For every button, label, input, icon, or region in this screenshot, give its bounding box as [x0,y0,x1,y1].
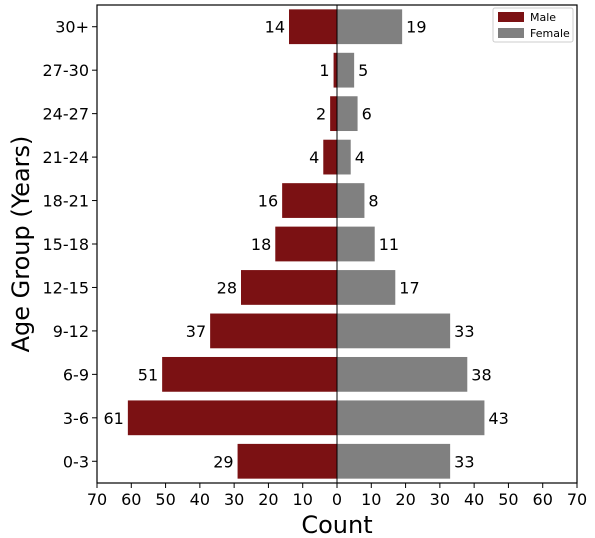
bar-female-27-30 [337,52,355,88]
value-label-female-9-12: 33 [454,322,474,341]
value-label-female-24-27: 6 [362,105,372,124]
bar-male-27-30 [333,52,337,88]
bar-male-30+ [289,9,337,45]
x-tick-label: 10 [361,490,381,509]
y-axis-title: Age Group (Years) [7,136,35,353]
y-tick-label: 9-12 [53,322,89,341]
legend-label-male: Male [530,11,556,24]
x-tick-label: 20 [395,490,415,509]
x-tick-label: 60 [121,490,141,509]
value-label-male-9-12: 37 [186,322,206,341]
x-axis-ticks: 70 60 50 40 30 20 10 0 10 20 30 40 50 60 70 [87,483,587,509]
y-tick-label: 21-24 [43,148,90,167]
value-label-female-0-3: 33 [454,452,474,471]
x-tick-label: 40 [190,490,210,509]
x-tick-label: 70 [87,490,107,509]
value-label-female-30+: 19 [406,18,426,37]
bars-layer [127,9,485,479]
bar-female-18-21 [337,183,365,218]
bar-male-12-15 [241,270,337,305]
x-tick-label: 50 [498,490,518,509]
x-axis-title: Count [301,511,372,538]
bar-female-6-9 [337,356,468,392]
value-label-female-3-6: 43 [488,409,508,428]
bar-male-18-21 [282,183,337,218]
value-label-male-0-3: 29 [213,452,233,471]
x-tick-label: 0 [332,490,342,509]
legend-label-female: Female [530,27,570,40]
y-tick-label: 15-18 [43,235,90,254]
y-tick-label: 6-9 [63,365,89,384]
bar-female-9-12 [337,313,451,349]
bar-male-6-9 [162,356,337,392]
x-tick-label: 50 [155,490,175,509]
value-label-female-27-30: 5 [358,61,368,80]
y-tick-label: 0-3 [63,452,89,471]
value-label-female-15-18: 11 [379,235,399,254]
bar-female-3-6 [337,400,485,436]
bar-female-30+ [337,9,403,45]
y-tick-label: 12-15 [43,278,90,297]
y-tick-label: 18-21 [43,192,90,211]
legend-swatch-male [498,12,524,22]
legend: Male Female [492,7,574,43]
value-label-male-3-6: 61 [103,409,123,428]
value-label-female-18-21: 8 [368,192,378,211]
y-tick-label: 30+ [55,18,89,37]
y-tick-label: 3-6 [63,409,89,428]
value-label-male-21-24: 4 [309,148,319,167]
x-tick-label: 30 [430,490,450,509]
x-tick-label: 30 [224,490,244,509]
bar-male-3-6 [127,400,337,436]
value-label-female-12-15: 17 [399,278,419,297]
bar-female-15-18 [337,226,375,262]
bar-male-15-18 [275,226,337,262]
value-label-male-24-27: 2 [316,105,326,124]
x-tick-label: 10 [293,490,313,509]
bar-female-24-27 [337,96,358,132]
bar-female-21-24 [337,139,351,175]
legend-swatch-female [498,28,524,38]
value-label-female-6-9: 38 [471,365,491,384]
bar-male-0-3 [237,443,337,479]
value-label-male-18-21: 16 [258,192,278,211]
x-tick-label: 70 [567,490,587,509]
y-tick-label: 27-30 [43,61,90,80]
value-label-male-15-18: 18 [251,235,271,254]
y-axis-ticks: 0-3 3-6 6-9 9-12 12-15 15-18 18-21 21-24 24-27 27… [43,18,97,471]
value-label-male-12-15: 28 [217,278,237,297]
value-label-male-30+: 14 [265,18,285,37]
x-tick-label: 60 [533,490,553,509]
bar-female-0-3 [337,443,451,479]
value-label-male-27-30: 1 [319,61,329,80]
bar-male-21-24 [323,139,337,175]
y-tick-label: 24-27 [43,105,90,124]
x-tick-label: 20 [258,490,278,509]
bar-male-9-12 [210,313,337,349]
bar-male-24-27 [330,96,337,132]
value-label-male-6-9: 51 [138,365,158,384]
x-tick-label: 40 [464,490,484,509]
value-label-female-21-24: 4 [355,148,365,167]
bar-female-12-15 [337,270,396,305]
